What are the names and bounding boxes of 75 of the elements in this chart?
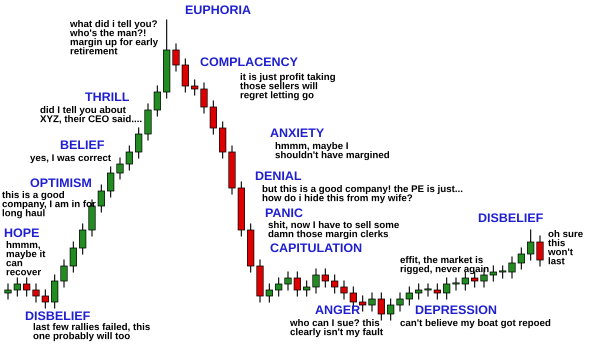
annotation: DISBELIEF bbox=[478, 213, 543, 222]
candlestick bbox=[98, 184, 105, 213]
candlestick bbox=[424, 283, 432, 297]
candlestick bbox=[51, 274, 58, 309]
candlestick bbox=[107, 166, 114, 198]
candlestick bbox=[70, 241, 77, 273]
candlestick bbox=[182, 58, 189, 93]
annotation: DEPRESSION bbox=[416, 305, 496, 314]
candlestick bbox=[144, 103, 152, 141]
candlestick bbox=[312, 268, 320, 294]
candlestick bbox=[284, 271, 292, 291]
annotation: HOPE bbox=[4, 228, 39, 238]
candlestick bbox=[518, 247, 525, 270]
candlestick bbox=[23, 277, 30, 297]
candlestick bbox=[443, 277, 450, 300]
candlestick bbox=[60, 259, 68, 288]
annotation: shit, now I have to sell some damn those margin clerks bbox=[268, 221, 399, 240]
candlestick bbox=[527, 229, 534, 261]
annotation: OPTIMISM bbox=[30, 178, 91, 188]
candlestick bbox=[200, 82, 208, 114]
candlestick bbox=[303, 280, 310, 297]
candlestick bbox=[415, 283, 422, 300]
candlestick bbox=[172, 43, 180, 72]
candlestick bbox=[490, 265, 497, 282]
candlestick bbox=[14, 277, 21, 297]
candlestick bbox=[210, 100, 217, 135]
annotation: THRILL bbox=[85, 92, 130, 102]
annotation: can't believe my boat got repoed bbox=[400, 319, 550, 328]
candlestick bbox=[79, 223, 86, 255]
candlestick bbox=[191, 79, 198, 96]
candlestick bbox=[135, 127, 142, 159]
candlestick bbox=[32, 283, 40, 303]
candlestick bbox=[499, 265, 506, 279]
annotation: did I tell you about XYZ, their CEO said.... bbox=[40, 106, 142, 124]
annotation: what did i tell you? who's the man?! margin up for early retirement bbox=[70, 20, 158, 54]
annotation: yes, I was correct bbox=[30, 154, 111, 164]
candlestick bbox=[387, 298, 394, 321]
annotation: DISBELIEF bbox=[26, 311, 90, 320]
candlestick bbox=[340, 280, 348, 300]
candlestick bbox=[434, 283, 441, 300]
annotation: hmmm, maybe I shouldn't have margined bbox=[275, 142, 390, 160]
candlestick bbox=[331, 274, 338, 294]
candlestick bbox=[508, 256, 516, 279]
annotation: it is just profit taking those sellers will regret letting go bbox=[240, 73, 335, 100]
annotation: BELIEF bbox=[60, 140, 104, 150]
candlestick bbox=[452, 277, 460, 291]
candlestick bbox=[294, 271, 301, 297]
text: oh sure this won't last bbox=[548, 230, 583, 264]
annotation: hmmm, maybe it can recover bbox=[6, 241, 46, 276]
candlestick bbox=[266, 283, 273, 303]
candlestick bbox=[219, 121, 226, 159]
candlestick bbox=[536, 235, 544, 267]
candlestick bbox=[126, 145, 133, 171]
candlestick bbox=[368, 292, 376, 312]
annotation: DENIAL bbox=[256, 171, 302, 180]
candlestick bbox=[406, 286, 413, 306]
annotation: ANGER bbox=[315, 305, 360, 314]
candlestick bbox=[359, 295, 366, 312]
candlestick bbox=[322, 268, 329, 288]
annotation: ANXIETY bbox=[270, 128, 324, 138]
annotation: effit, the market is rigged, never again bbox=[400, 256, 489, 274]
candlestick bbox=[154, 85, 161, 117]
candlestick bbox=[116, 157, 124, 180]
annotation: CAPITULATION bbox=[270, 243, 362, 252]
candlestick bbox=[378, 292, 385, 321]
candlestick bbox=[275, 277, 282, 297]
candlestick bbox=[4, 283, 12, 300]
annotation: who can I sue? this clearly isn't my fault bbox=[290, 319, 383, 338]
annotation: PANIC bbox=[266, 208, 303, 218]
text: EUPHORIA bbox=[186, 5, 251, 14]
candlestick bbox=[396, 292, 404, 312]
annotation: but this is a good company! the PE is just... how do i hide this from my wife? bbox=[262, 185, 462, 204]
candlestick bbox=[42, 289, 49, 309]
annotation: COMPLACENCY bbox=[200, 57, 298, 66]
text: last few rallies failed, this one probably will too bbox=[33, 323, 150, 342]
